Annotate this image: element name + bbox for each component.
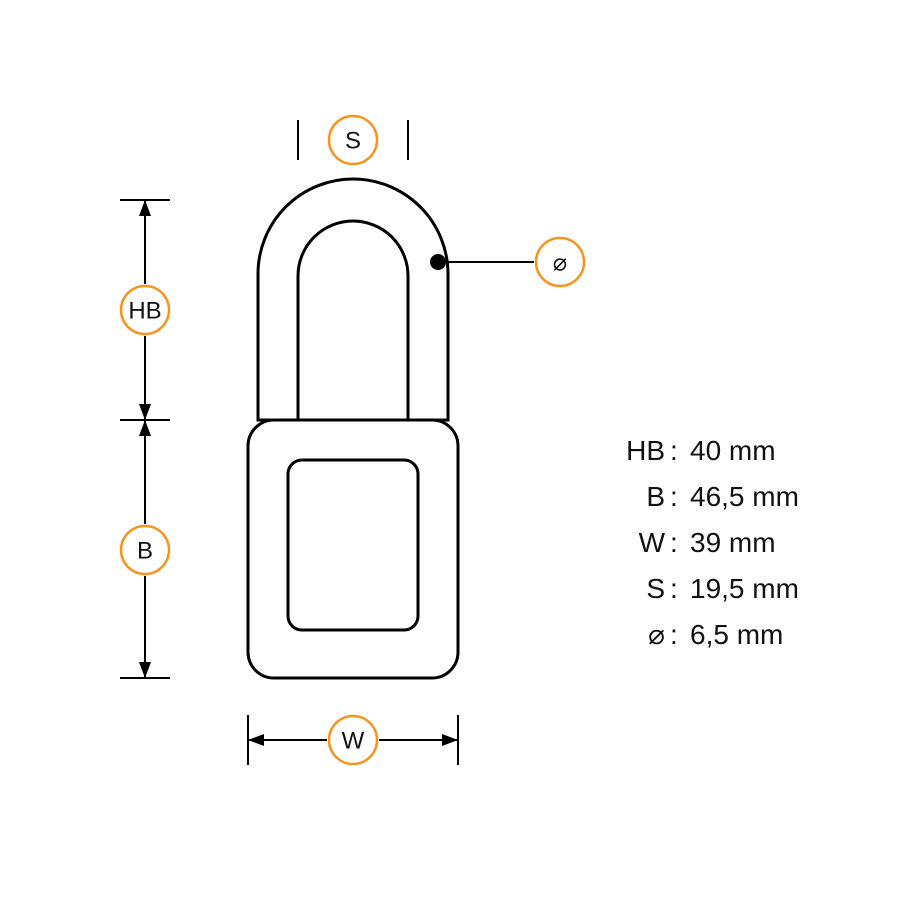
badge-s: S xyxy=(329,116,377,164)
legend-row-4-label: ⌀ xyxy=(648,619,665,650)
legend-row-2-label: W xyxy=(639,527,666,558)
legend-row-3-label: S xyxy=(646,573,665,604)
svg-text::: : xyxy=(670,527,678,558)
svg-text::: : xyxy=(670,573,678,604)
legend-row-4-value: 6,5 mm xyxy=(690,619,783,650)
badge-hb: HB xyxy=(121,286,169,334)
legend-row-2-value: 39 mm xyxy=(690,527,776,558)
legend-row-1-label: B xyxy=(646,481,665,512)
padlock-dimension-diagram: S HB B W ⌀ HB : 40 mm B : 46,5 mm W : 39… xyxy=(0,0,900,900)
legend-row-0-value: 40 mm xyxy=(690,435,776,466)
badge-b-label: B xyxy=(137,537,153,564)
badge-b: B xyxy=(121,526,169,574)
legend-row-3-value: 19,5 mm xyxy=(690,573,799,604)
badge-d: ⌀ xyxy=(536,238,584,286)
legend-row-0-label: HB xyxy=(626,435,665,466)
padlock-shackle xyxy=(258,179,448,420)
badge-s-label: S xyxy=(345,127,361,154)
padlock-recess xyxy=(288,460,418,630)
legend-row-1-value: 46,5 mm xyxy=(690,481,799,512)
diameter-dot xyxy=(430,254,446,270)
svg-text::: : xyxy=(670,619,678,650)
badge-w: W xyxy=(329,716,377,764)
legend: HB : 40 mm B : 46,5 mm W : 39 mm S : 19,… xyxy=(626,435,799,650)
svg-text::: : xyxy=(670,435,678,466)
badge-w-label: W xyxy=(342,727,365,754)
badge-hb-label: HB xyxy=(128,297,161,324)
badge-d-label: ⌀ xyxy=(553,249,567,276)
svg-text::: : xyxy=(670,481,678,512)
